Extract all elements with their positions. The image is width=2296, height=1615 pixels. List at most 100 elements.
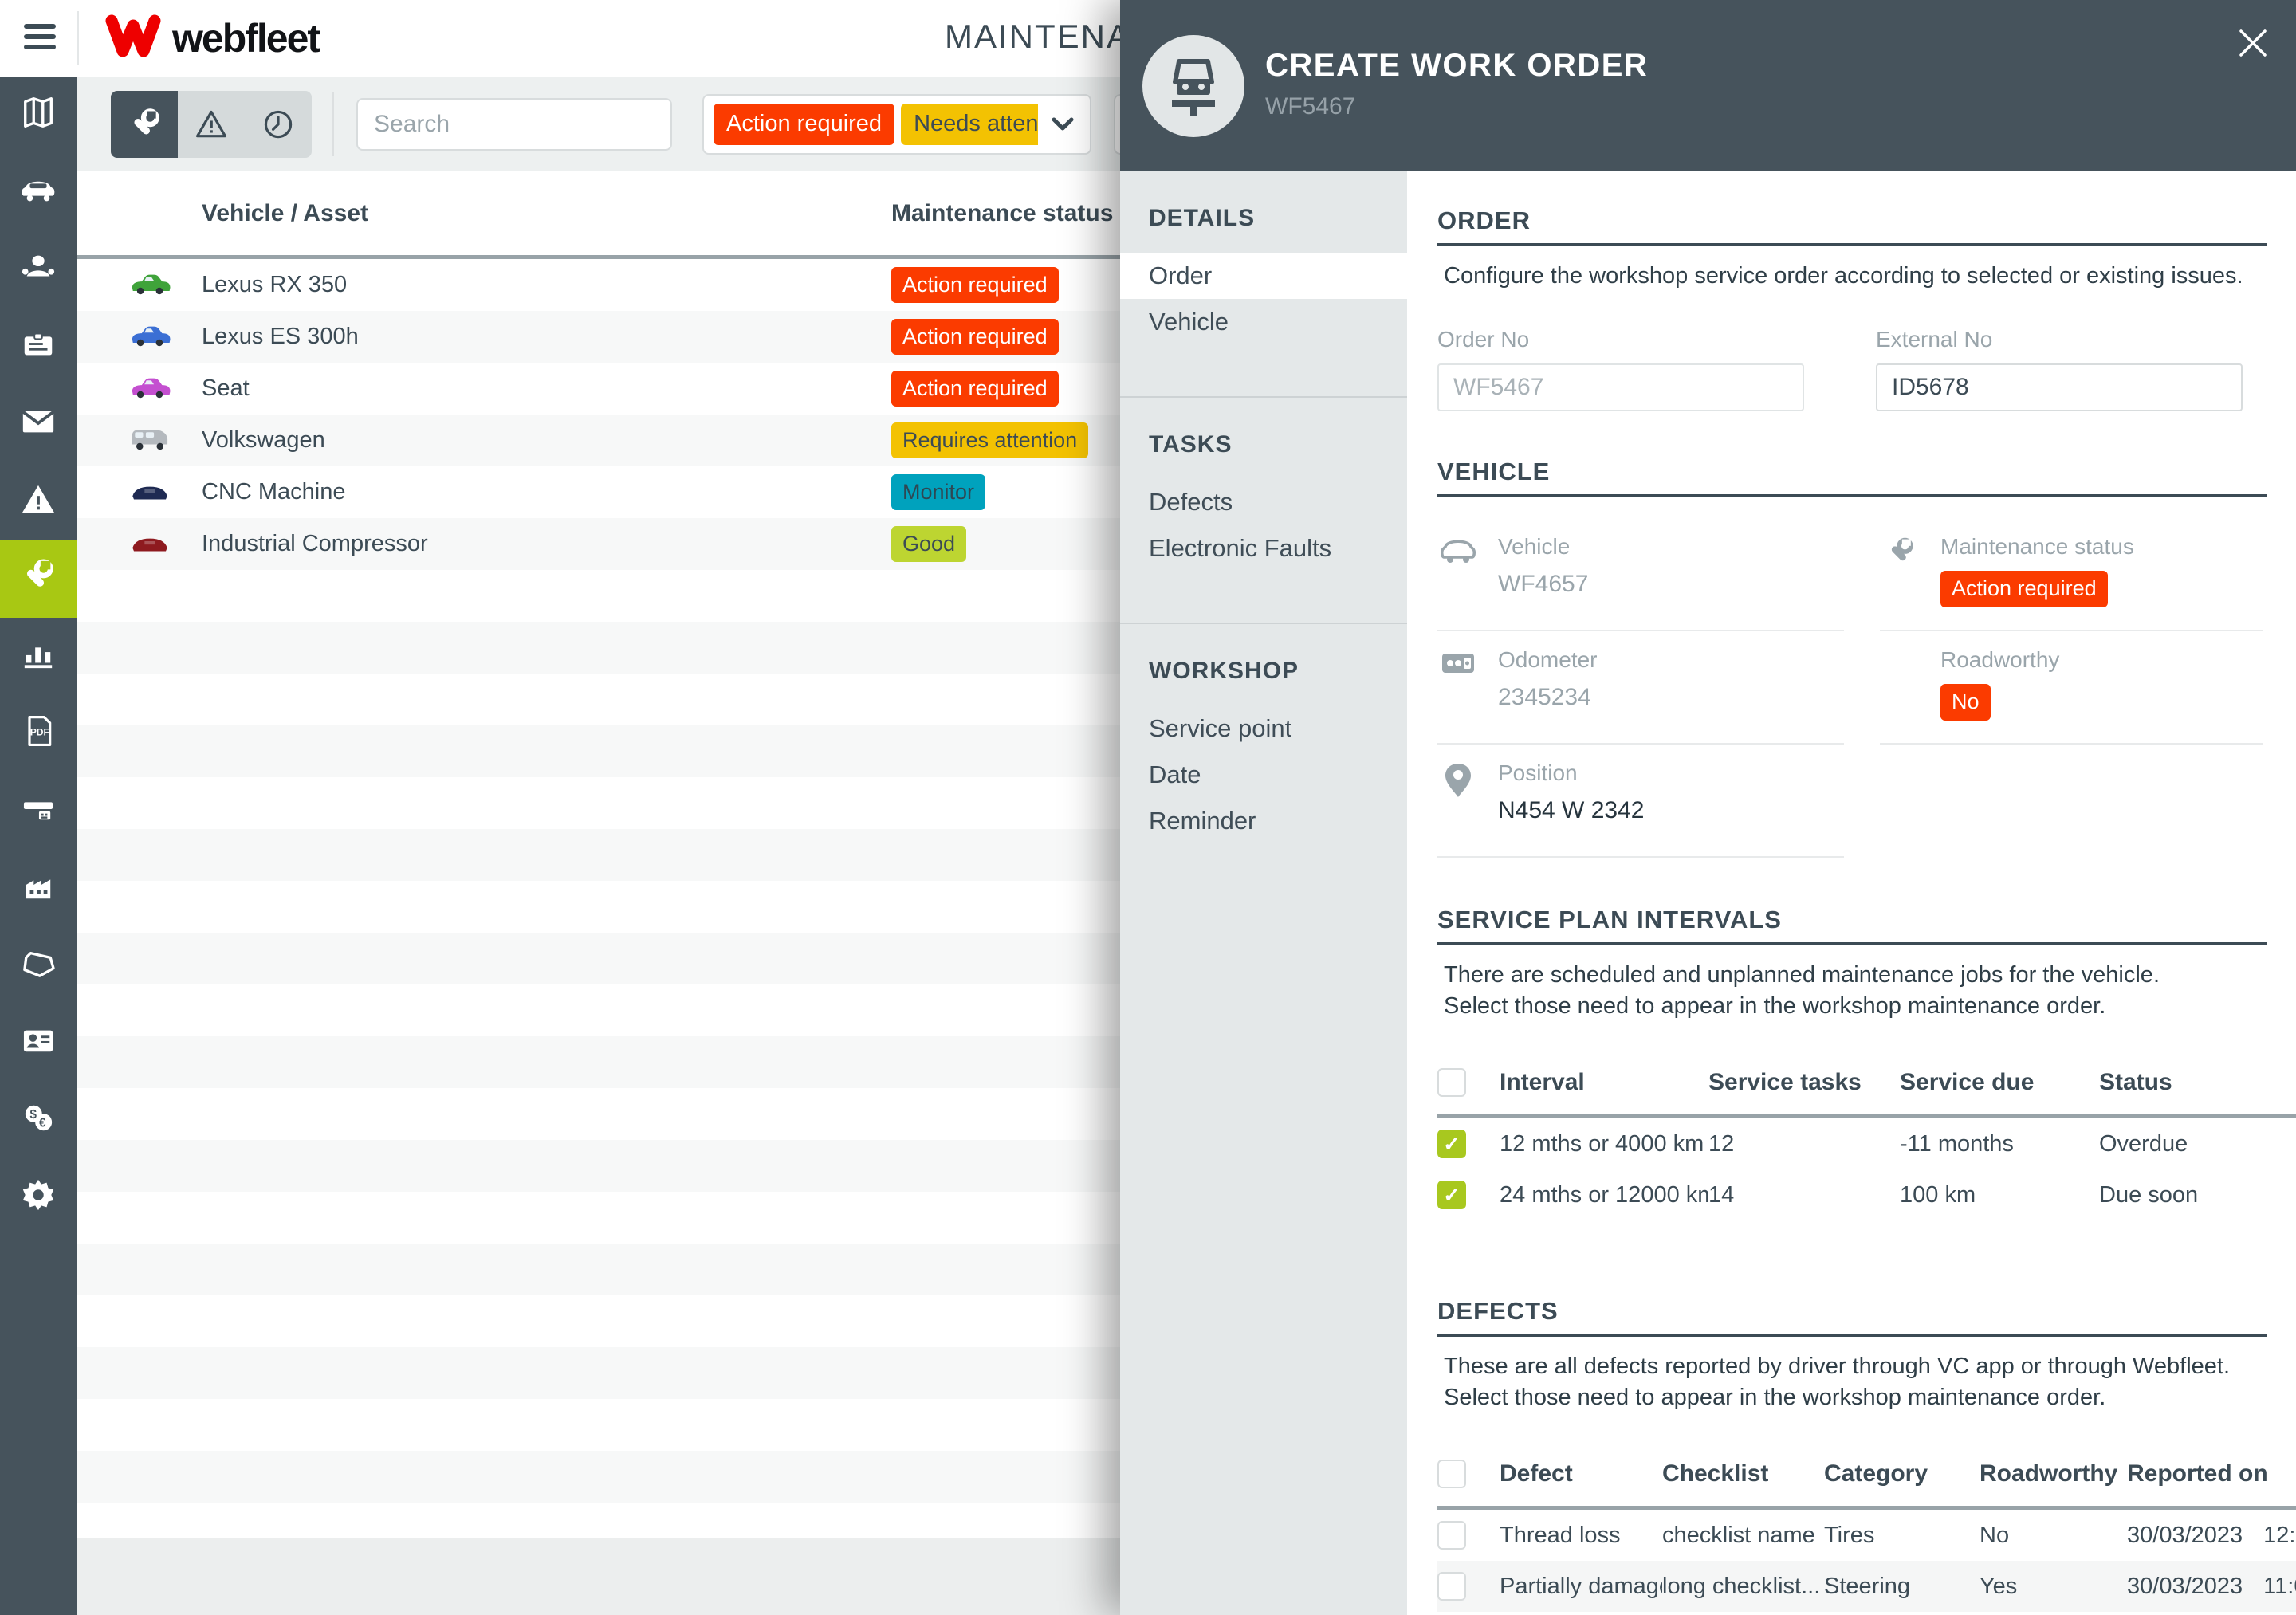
order-heading: ORDER [1437, 206, 2267, 246]
sidebar-item-messages[interactable] [0, 386, 77, 463]
messages-icon [20, 407, 57, 442]
settings-icon [20, 1177, 57, 1220]
sidebar-item-areas[interactable] [0, 927, 77, 1004]
checklist-cell: long checklist... [1662, 1561, 1824, 1612]
search-input[interactable] [356, 97, 672, 151]
roadworthy-field: Roadworthy No [1880, 631, 2263, 745]
nav-group: DETAILS Order Vehicle [1120, 171, 1407, 398]
panel-nav-item-date[interactable]: Date [1149, 760, 1201, 788]
order-no-label: Order No [1437, 327, 1530, 352]
defect-row[interactable]: Partially damage long checklist... Steerin… [1437, 1561, 2296, 1612]
table-row[interactable]: Lexus RX 350 Action required [77, 259, 2296, 311]
status-badge: Good [891, 525, 967, 563]
sidebar-item-pdf-reports[interactable]: PDF [0, 695, 77, 772]
svg-text:$: $ [30, 1107, 37, 1121]
external-no-label: External No [1876, 327, 1993, 352]
sidebar-item-settings[interactable] [0, 1159, 77, 1236]
service-tasks-cell: 14 [1708, 1181, 1735, 1208]
roadworthy-cell: Yes [1980, 1561, 2127, 1612]
external-no-input[interactable] [1876, 363, 2243, 411]
vehicle-thumbnail-icon [128, 529, 202, 560]
sidebar-item-costs[interactable]: $ € [0, 1082, 77, 1159]
schedule-tab-button[interactable] [245, 91, 312, 158]
maintenance-status-label: Maintenance status [1940, 534, 2134, 559]
nav-section-label: WORKSHOP [1149, 658, 1299, 684]
menu-icon[interactable] [24, 24, 56, 53]
service-tasks-cell: 12 [1708, 1130, 1735, 1157]
service-plan-description-2: Select those need to appear in the works… [1444, 993, 2106, 1019]
defects-select-all-checkbox[interactable] [1437, 1460, 1466, 1488]
order-no-input[interactable] [1437, 363, 1804, 411]
panel-nav-item-vehicle[interactable]: Vehicle [1149, 308, 1229, 336]
table-row[interactable]: CNC Machine Monitor [77, 466, 2296, 518]
page-title: MAINTENA [945, 18, 1131, 55]
defect-row[interactable]: Not workinguser reported ...BreaksNo12/0… [1437, 1612, 2296, 1615]
panel-nav: DETAILS Order Vehicle TASKS Defects Electroni… [1120, 171, 1407, 1615]
defect-cell: Partially damage [1500, 1561, 1662, 1612]
interval-checkbox[interactable]: ✓ [1437, 1130, 1466, 1158]
order-section: ORDER Configure the workshop service ord… [1437, 206, 2267, 411]
sidebar-item-hardware[interactable] [0, 772, 77, 850]
chevron-down-icon [1052, 117, 1074, 130]
interval-row[interactable]: ✓ 24 mths or 12000 km 14 100 km Due soon [1437, 1169, 2296, 1220]
intervals-select-all-checkbox[interactable] [1437, 1068, 1466, 1097]
odometer-value: 2345234 [1498, 684, 1591, 710]
panel-nav-item-defects[interactable]: Defects [1149, 488, 1233, 516]
intervals-table: Interval Service tasks Service due Statu… [1437, 1060, 2296, 1220]
vehicle-name: Seat [202, 375, 250, 401]
defects-table: Defect Checklist Category Roadworthy Rep… [1437, 1452, 2296, 1615]
panel-nav-item-service-point[interactable]: Service point [1149, 714, 1292, 742]
reported-on-cell: 12/03/202315:5 [2127, 1612, 2296, 1615]
filter-chip-action-required[interactable]: Action required [714, 103, 895, 145]
interval-checkbox[interactable]: ✓ [1437, 1181, 1466, 1209]
panel-nav-item-order[interactable]: Order [1120, 253, 1407, 299]
sidebar-item-sites[interactable] [0, 850, 77, 927]
roadworthy-cell: No [1980, 1612, 2127, 1615]
sidebar-item-contacts[interactable] [0, 1004, 77, 1082]
sidebar-item-vehicles[interactable] [0, 154, 77, 231]
interval-row[interactable]: ✓ 12 mths or 4000 km 12 -11 months Overdue [1437, 1117, 2296, 1170]
sidebar-item-reports[interactable] [0, 618, 77, 695]
status-badge: Action required [891, 266, 1059, 304]
column-defect: Defect [1500, 1452, 1662, 1510]
position-pin-icon [1437, 760, 1479, 837]
areas-icon [20, 947, 57, 985]
sidebar-item-drivers[interactable] [0, 231, 77, 308]
defect-row[interactable]: Thread loss checklist name Tires No 30/03/20… [1437, 1508, 2296, 1562]
column-service-due: Service due [1900, 1060, 2099, 1118]
interval-cell: 12 mths or 4000 km [1500, 1130, 1704, 1157]
column-service-tasks: Service tasks [1708, 1060, 1900, 1118]
checklist-cell: checklist name [1662, 1522, 1815, 1548]
close-icon[interactable] [2234, 24, 2272, 62]
vehicle-label: Vehicle [1498, 534, 1571, 559]
sidebar-item-maintenance[interactable] [0, 540, 77, 618]
wrench-icon [134, 108, 159, 135]
position-field: Position N454 W 2342 [1437, 745, 1844, 858]
sidebar-item-orders[interactable] [0, 308, 77, 386]
vehicle-thumbnail-icon [128, 372, 202, 406]
table-row[interactable]: Seat Action required [77, 363, 2296, 415]
toolbar-divider [332, 92, 334, 156]
sidebar-item-map[interactable] [0, 77, 77, 154]
defect-checkbox[interactable] [1437, 1521, 1466, 1550]
warnings-tab-button[interactable] [178, 91, 245, 158]
map-icon [20, 94, 57, 137]
odometer-field: Odometer 2345234 [1437, 631, 1844, 745]
status-filter-select[interactable]: Action required Needs atten [702, 93, 1091, 155]
vehicle-heading: VEHICLE [1437, 458, 2267, 497]
position-value: N454 W 2342 [1498, 797, 1645, 823]
sidebar-item-alerts[interactable] [0, 463, 77, 540]
filter-chip-needs-attention[interactable]: Needs atten [901, 103, 1039, 145]
column-checklist: Checklist [1662, 1452, 1824, 1510]
panel-nav-item-reminder[interactable]: Reminder [1149, 807, 1256, 835]
panel-header: CREATE WORK ORDER WF5467 [1120, 0, 2296, 171]
defect-checkbox[interactable] [1437, 1572, 1466, 1601]
sites-icon [20, 870, 57, 908]
nav-section-label: TASKS [1149, 431, 1233, 458]
maintenance-tab-button[interactable] [111, 90, 178, 158]
panel-nav-item-electronic-faults[interactable]: Electronic Faults [1149, 534, 1332, 562]
column-vehicle-asset: Vehicle / Asset [202, 199, 369, 226]
